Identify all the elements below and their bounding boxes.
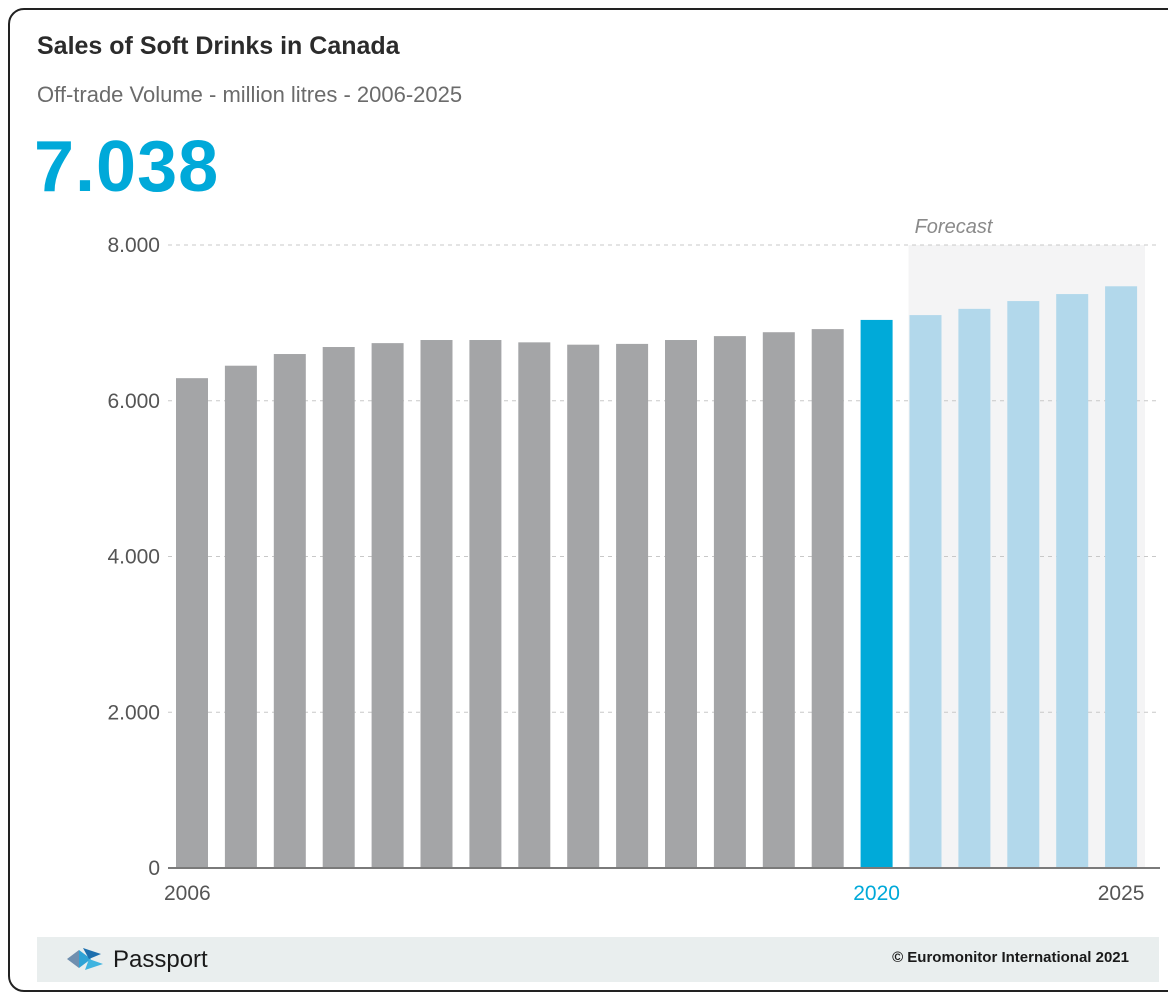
- footer-bar: Passport © Euromonitor International 202…: [37, 937, 1159, 982]
- bar-2017: [713, 336, 746, 868]
- brand-name: Passport: [113, 946, 208, 973]
- y-tick-label: 2.000: [107, 701, 160, 724]
- bar-2011: [420, 340, 453, 868]
- x-tick-label: 2025: [1098, 882, 1145, 905]
- bar-2008: [273, 354, 306, 868]
- bar-2021: [909, 315, 942, 868]
- y-tick-label: 4.000: [107, 546, 160, 569]
- bar-2012: [469, 340, 502, 868]
- forecast-label: Forecast: [915, 216, 994, 238]
- bar-2014: [567, 344, 600, 868]
- bar-2010: [371, 343, 404, 868]
- bar-2006: [176, 378, 208, 868]
- bar-2013: [518, 342, 551, 868]
- bar-2024: [1056, 294, 1089, 868]
- x-tick-label: 2020: [853, 882, 900, 905]
- y-tick-label: 0: [148, 857, 160, 880]
- bar-2016: [665, 340, 697, 868]
- bar-2009: [322, 347, 355, 868]
- y-tick-label: 6.000: [107, 390, 160, 413]
- bar-2023: [1007, 301, 1040, 868]
- passport-logo-icon: [65, 946, 105, 977]
- chart-subtitle: Off-trade Volume - million litres - 2006…: [37, 82, 463, 107]
- bar-2022: [958, 308, 991, 868]
- bar-2025: [1105, 286, 1138, 868]
- bar-2018: [762, 332, 795, 869]
- headline-value: 7.038: [34, 127, 220, 207]
- x-tick-label: 2006: [164, 882, 211, 905]
- copyright-text: © Euromonitor International 2021: [892, 949, 1129, 966]
- bar-2019: [811, 329, 844, 869]
- y-tick-label: 8.000: [107, 234, 160, 257]
- bar-2007: [224, 365, 257, 868]
- chart-title: Sales of Soft Drinks in Canada: [37, 32, 400, 60]
- bar-2015: [616, 343, 649, 868]
- bar-2020: [860, 319, 893, 868]
